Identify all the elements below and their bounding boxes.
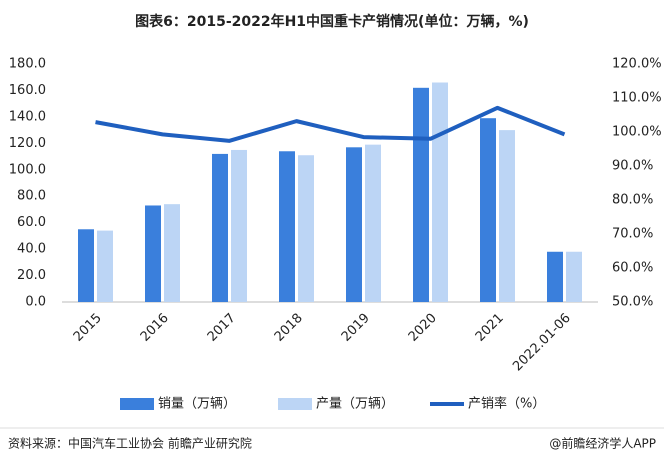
y-tick-label: 0.0	[25, 295, 46, 310]
bar	[231, 149, 247, 302]
y2-tick-label: 90.0%	[612, 159, 653, 174]
y2-tick-label: 80.0%	[612, 193, 653, 208]
line	[95, 105, 566, 143]
bar	[365, 144, 381, 302]
y-tick-label: 40.0	[17, 242, 46, 257]
x-tick-label: 2022.01-06	[510, 311, 574, 375]
bar	[499, 130, 515, 302]
bar	[413, 87, 429, 302]
bar	[346, 147, 362, 302]
chart-title: 图表6：2015-2022年H1中国重卡产销情况(单位：万辆，%)	[135, 13, 529, 30]
bar	[547, 251, 563, 302]
source: 资料来源：中国汽车工业协会 前瞻产业研究院	[8, 436, 252, 451]
bar	[212, 153, 228, 302]
legend-label: 销量（万辆）	[158, 397, 236, 412]
bar	[432, 82, 448, 302]
x-tick-label: 2017	[205, 311, 239, 345]
bar	[566, 251, 582, 302]
y-tick-label: 160.0	[9, 83, 46, 98]
y2-tick-label: 50.0%	[612, 295, 653, 310]
bar	[480, 118, 496, 302]
credit: @前瞻经济学人APP	[549, 436, 656, 451]
x-tick-label: 2020	[406, 311, 440, 345]
bar	[298, 155, 314, 302]
y2-tick-label: 60.0%	[612, 261, 653, 276]
x-tick-label: 2016	[138, 311, 172, 345]
x-tick-label: 2015	[71, 311, 105, 345]
bar	[164, 204, 180, 302]
x-tick-label: 2021	[473, 311, 507, 345]
y-tick-label: 140.0	[9, 109, 46, 124]
bar	[145, 205, 161, 302]
x-tick-label: 2018	[272, 311, 306, 345]
bar	[97, 230, 113, 302]
y2-tick-label: 120.0%	[612, 57, 662, 72]
y2-tick-label: 100.0%	[612, 125, 662, 140]
legend-swatch	[278, 398, 312, 410]
y2-tick-label: 110.0%	[612, 91, 662, 106]
y-tick-label: 100.0	[9, 162, 46, 177]
legend-label: 产量（万辆）	[316, 397, 394, 412]
bar	[78, 229, 94, 302]
x-tick-label: 2019	[339, 311, 373, 345]
y-tick-label: 60.0	[17, 215, 46, 230]
bar	[279, 151, 295, 302]
y-tick-label: 120.0	[9, 136, 46, 151]
legend-swatch	[120, 398, 154, 410]
y-tick-label: 180.0	[9, 57, 46, 72]
y-tick-label: 20.0	[17, 268, 46, 283]
y2-tick-label: 70.0%	[612, 227, 653, 242]
y-tick-label: 80.0	[17, 189, 46, 204]
legend-label: 产销率（%）	[468, 396, 545, 412]
